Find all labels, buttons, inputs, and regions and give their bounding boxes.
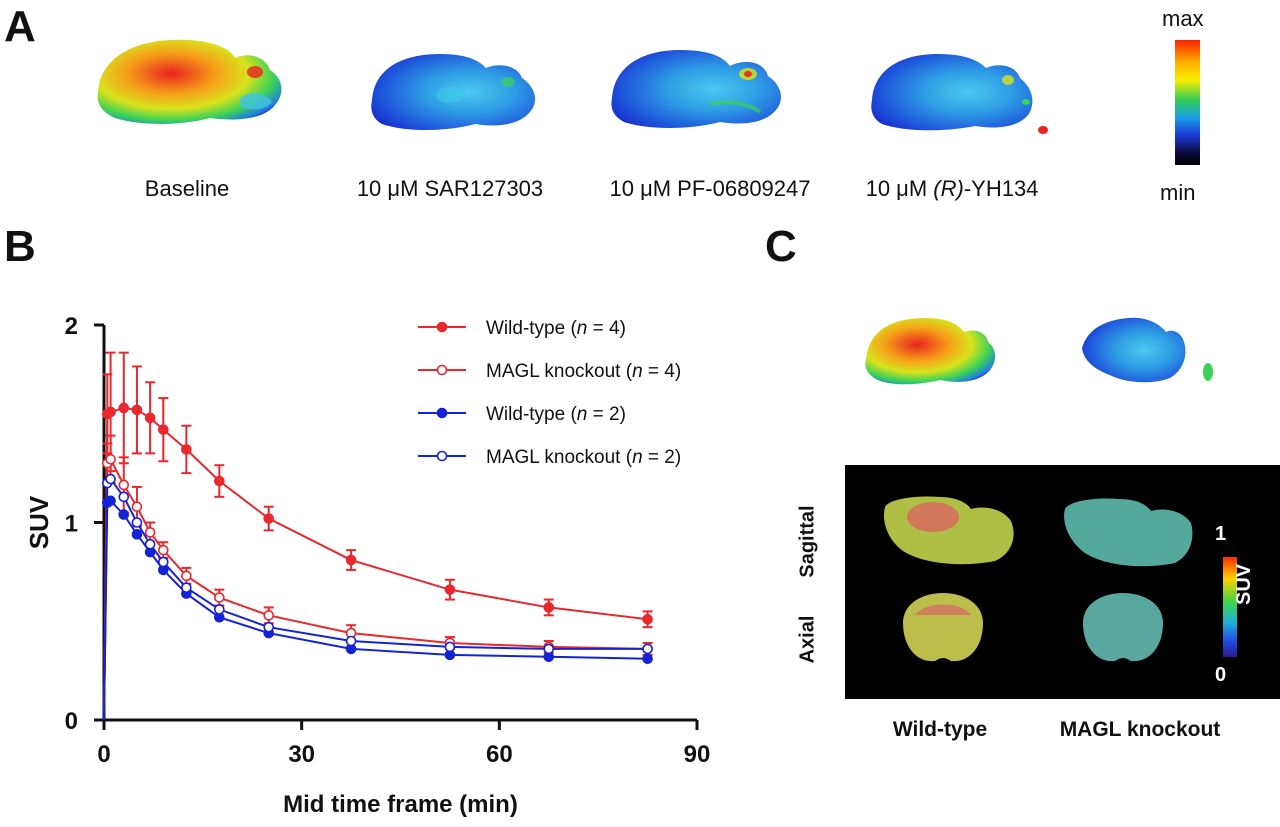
legend-entry-2: Wild-type (n = 2) [418, 404, 626, 425]
data-point [118, 402, 130, 414]
caption-pf06809247: 10 μM PF-06809247 [609, 176, 811, 201]
data-point [118, 479, 130, 491]
x-tick-label: 30 [288, 741, 315, 768]
legend-entry-0: Wild-type (n = 4) [418, 318, 626, 339]
y-tick-label: 0 [65, 708, 78, 735]
legend-label: Wild-type (n = 2) [486, 404, 626, 425]
pet-image-baseline [90, 30, 300, 140]
data-point [144, 538, 156, 550]
data-point [543, 602, 555, 613]
y-tick-label: 2 [65, 313, 78, 340]
series-3 [101, 473, 653, 721]
suv-scale-top: 1 [1215, 523, 1227, 545]
x-tick-label: 60 [486, 741, 513, 768]
data-point [345, 554, 357, 566]
data-point [444, 641, 456, 653]
pet-image-magl-knockout-c [1070, 312, 1215, 392]
data-point [642, 643, 653, 655]
legend-entry-3: MAGL knockout (n = 2) [418, 447, 681, 468]
scale-max-label: max [1162, 6, 1204, 31]
data-point [144, 412, 156, 424]
legend-label: MAGL knockout (n = 4) [486, 361, 681, 382]
legend-marker [436, 364, 448, 376]
data-point [543, 643, 555, 655]
pet-image-wild-type-c [860, 312, 1000, 392]
data-point [214, 475, 225, 487]
suv-time-chart: 0 30 60 90 0 1 2 Mid time frame (min) SUV Wild-ty… [24, 313, 711, 818]
legend-marker [436, 407, 448, 419]
data-point [181, 582, 192, 593]
legend-label: Wild-type (n = 4) [486, 318, 626, 339]
legend-marker [436, 450, 448, 462]
legend-label: MAGL knockout (n = 2) [486, 447, 681, 468]
data-point [131, 404, 143, 416]
data-point [118, 491, 130, 503]
x-axis-title: Mid time frame (min) [283, 791, 518, 818]
data-point [158, 556, 169, 568]
x-tick-label: 0 [97, 741, 110, 768]
data-point [642, 613, 653, 625]
data-point [131, 501, 143, 513]
col-label-wild-type: Wild-type [892, 718, 988, 741]
caption-r-yh134: 10 μM (R)-YH134 [865, 176, 1039, 201]
data-point [105, 473, 116, 485]
series-1 [101, 434, 653, 721]
mri-pet-overlay-panel: 1 0 SUV [845, 465, 1280, 699]
data-point [131, 529, 143, 540]
max-min-colorbar [1175, 40, 1200, 165]
data-point [642, 653, 653, 665]
suv-scale-label: SUV [1233, 563, 1255, 605]
caption-baseline: Baseline [144, 176, 230, 201]
legend-entry-1: MAGL knockout (n = 4) [418, 361, 681, 382]
data-point [345, 635, 357, 647]
row-label-axial: Axial [796, 615, 819, 664]
col-label-magl-knockout: MAGL knockout [1059, 718, 1221, 741]
data-point [158, 544, 169, 556]
data-point [105, 453, 116, 465]
pet-image-r-yh134 [860, 40, 1060, 140]
panel-label-c: C [765, 222, 797, 271]
y-axis-title: SUV [24, 495, 54, 549]
data-point [181, 570, 192, 582]
x-tick-label: 90 [684, 741, 711, 768]
row-label-sagittal: Sagittal [796, 505, 819, 578]
panel-label-b: B [4, 222, 36, 271]
scale-min-label: min [1160, 180, 1196, 205]
panel-label-a: A [4, 2, 36, 51]
y-tick-label: 1 [65, 511, 78, 538]
pet-image-sar127303 [360, 40, 555, 140]
caption-sar127303: 10 μM SAR127303 [356, 176, 544, 201]
data-point [263, 621, 275, 633]
data-point [214, 604, 225, 615]
data-point [181, 444, 192, 455]
series-line [103, 477, 648, 721]
data-point [158, 424, 169, 435]
data-point [214, 592, 225, 603]
data-point [131, 517, 143, 528]
data-point [118, 509, 130, 520]
data-point [144, 527, 156, 538]
pet-image-pf06809247 [600, 38, 800, 140]
suv-scale-bottom: 0 [1215, 664, 1227, 686]
data-point [263, 610, 275, 621]
series-2 [101, 495, 653, 721]
data-point [444, 584, 456, 595]
data-point [263, 513, 275, 524]
legend-marker [436, 321, 448, 333]
data-point [105, 406, 116, 418]
